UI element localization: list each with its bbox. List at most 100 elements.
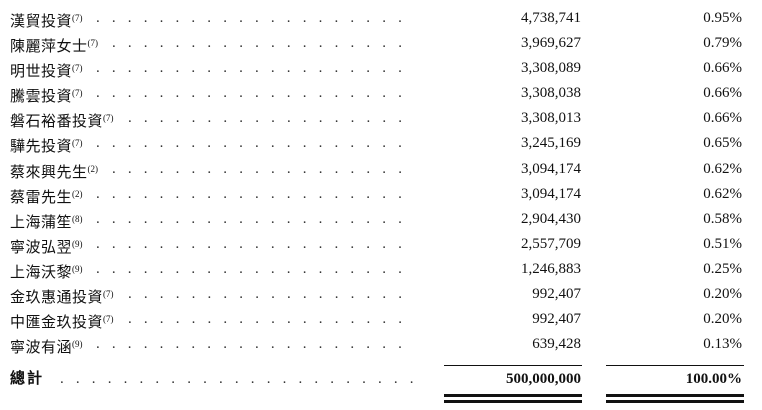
shareholder-name: 上海蒲笙(8) [10, 207, 83, 236]
shares-double-rule-lower [444, 400, 582, 404]
dot-leader: . . . . . . . . . . . . . . . . . . . . … [112, 35, 414, 52]
table-row: 漢貿投資(7) . . . . . . . . . . . . . . . . .… [0, 6, 762, 31]
footnote-marker: (2) [72, 188, 83, 199]
shareholder-name-text: 蔡雷先生 [10, 189, 73, 206]
table-row: 驊先投資(7) . . . . . . . . . . . . . . . . .… [0, 131, 762, 156]
shareholder-rows: 漢貿投資(7). . . . . . . . . . . . . . . . .… [0, 6, 762, 357]
dot-leader: . . . . . . . . . . . . . . . . . . . . … [96, 185, 414, 202]
shares-held: 3,245,169 [521, 135, 581, 152]
shares-held: 639,428 [532, 336, 581, 353]
footnote-marker: (8) [72, 213, 83, 224]
shareholder-name-text: 蔡來興先生 [10, 164, 88, 181]
footnote-marker: (7) [72, 88, 83, 99]
footnote-marker: (9) [72, 339, 83, 350]
shareholding-percentage: 0.66% [703, 110, 742, 127]
shareholder-name-text: 金玖惠通投資 [10, 290, 104, 307]
dot-leader: . . . . . . . . . . . . . . . . . . . . … [96, 60, 414, 77]
shareholding-percentage: 0.66% [703, 60, 742, 77]
dot-leader: . . . . . . . . . . . . . . . . . . . . … [96, 260, 414, 277]
shares-held: 3,094,174 [521, 185, 581, 202]
table-row: 上海沃黎(9) . . . . . . . . . . . . . . . . .… [0, 257, 762, 282]
table-row: 寧波弘翌(9) . . . . . . . . . . . . . . . . .… [0, 232, 762, 257]
shareholding-percentage: 0.51% [703, 235, 742, 252]
shareholder-name: 中匯金玖投資(7) [10, 307, 114, 336]
shareholding-percentage: 0.58% [703, 210, 742, 227]
shareholder-name-text: 寧波有涵 [10, 340, 73, 357]
shares-held: 992,407 [532, 286, 581, 303]
shareholder-name-text: 陳麗萍女士 [10, 39, 88, 56]
table-row: 中匯金玖投資(7) . . . . . . . . . . . . . . . .… [0, 307, 762, 332]
total-shares: 500,000,000 [506, 371, 581, 388]
shareholder-name: 明世投資(7) [10, 56, 83, 85]
shareholder-name: 騰雲投資(7) [10, 81, 83, 110]
footnote-marker: (9) [72, 263, 83, 274]
shares-held: 3,308,089 [521, 60, 581, 77]
shareholding-table: 漢貿投資(7). . . . . . . . . . . . . . . . .… [0, 6, 762, 404]
shareholding-percentage: 0.20% [703, 311, 742, 328]
table-row: 騰雲投資(7) . . . . . . . . . . . . . . . . .… [0, 81, 762, 106]
footnote-marker: (7) [103, 289, 114, 300]
dot-leader: . . . . . . . . . . . . . . . . . . . . … [128, 286, 414, 303]
dot-leader: . . . . . . . . . . . . . . . . . . . . … [96, 210, 414, 227]
dot-leader: . . . . . . . . . . . . . . . . . . . . … [112, 160, 414, 177]
shareholder-name-text: 驊先投資 [10, 139, 73, 156]
shareholding-percentage: 0.79% [703, 35, 742, 52]
shareholder-name: 陳麗萍女士(7) [10, 31, 98, 60]
shares-total-top-rule [444, 365, 582, 367]
shareholder-name: 寧波有涵(9) [10, 332, 83, 361]
shares-held: 3,969,627 [521, 35, 581, 52]
shares-held: 3,308,038 [521, 85, 581, 102]
footnote-marker: (9) [72, 238, 83, 249]
shares-held: 2,904,430 [521, 210, 581, 227]
shareholding-percentage: 0.13% [703, 336, 742, 353]
dot-leader: . . . . . . . . . . . . . . . . . . . . … [128, 311, 414, 328]
shareholder-name: 磐石裕番投資(7) [10, 106, 114, 135]
table-row: 陳麗萍女士(7) . . . . . . . . . . . . . . . . … [0, 31, 762, 56]
dot-leader: . . . . . . . . . . . . . . . . . . . . … [96, 235, 414, 252]
dot-leader: . . . . . . . . . . . . . . . . . . . . … [96, 10, 414, 26]
shares-held: 1,246,883 [521, 260, 581, 277]
pct-total-top-rule [606, 365, 744, 367]
shares-held: 2,557,709 [521, 235, 581, 252]
dot-leader: . . . . . . . . . . . . . . . . . . . . … [96, 336, 414, 353]
shares-held: 3,308,013 [521, 110, 581, 127]
footnote-marker: (7) [87, 38, 99, 49]
shareholder-name: 上海沃黎(9) [10, 257, 83, 286]
table-row: 金玖惠通投資(7) . . . . . . . . . . . . . . . .… [0, 282, 762, 307]
shareholder-name-text: 明世投資 [10, 64, 73, 81]
table-row: 明世投資(7) . . . . . . . . . . . . . . . . .… [0, 56, 762, 81]
shareholder-name-text: 騰雲投資 [10, 89, 73, 106]
pct-double-rule-lower [606, 400, 744, 404]
shareholder-name-text: 上海蒲笙 [10, 214, 73, 231]
table-row: 寧波有涵(9) . . . . . . . . . . . . . . . . .… [0, 332, 762, 357]
shareholder-name-text: 上海沃黎 [10, 264, 73, 281]
dot-leader: . . . . . . . . . . . . . . . . . . . . … [96, 85, 414, 102]
shareholding-percentage: 0.66% [703, 85, 742, 102]
shareholding-percentage: 0.62% [703, 160, 742, 177]
shareholder-name: 蔡來興先生(2) [10, 157, 98, 186]
shares-held: 3,094,174 [521, 160, 581, 177]
shareholder-name-text: 漢貿投資 [10, 14, 73, 30]
footnote-marker: (7) [103, 314, 114, 325]
total-label: 總計 [10, 371, 45, 388]
dot-leader: . . . . . . . . . . . . . . . . . . . . … [60, 371, 414, 388]
dot-leader: . . . . . . . . . . . . . . . . . . . . … [96, 135, 414, 152]
pct-double-rule-upper [606, 394, 744, 398]
shareholder-name-text: 磐石裕番投資 [10, 114, 104, 131]
shareholding-percentage: 0.20% [703, 286, 742, 303]
shareholding-percentage: 0.65% [703, 135, 742, 152]
table-row: 蔡來興先生(2) . . . . . . . . . . . . . . . . … [0, 157, 762, 182]
total-row: 總計 . . . . . . . . . . . . . . . . . . .… [0, 365, 762, 404]
shareholder-name: 蔡雷先生(2) [10, 182, 83, 211]
shares-held: 4,738,741 [521, 10, 581, 26]
dot-leader: . . . . . . . . . . . . . . . . . . . . … [128, 110, 414, 127]
total-percentage: 100.00% [685, 371, 742, 388]
table-row: 磐石裕番投資(7) . . . . . . . . . . . . . . . .… [0, 106, 762, 131]
shareholder-name-text: 寧波弘翌 [10, 239, 73, 256]
footnote-marker: (7) [72, 63, 83, 74]
shares-double-rule-upper [444, 394, 582, 398]
table-row: 上海蒲笙(8) . . . . . . . . . . . . . . . . .… [0, 207, 762, 232]
footnote-marker: (7) [72, 13, 83, 23]
shareholder-name: 漢貿投資(7) [10, 6, 83, 35]
shares-held: 992,407 [532, 311, 581, 328]
